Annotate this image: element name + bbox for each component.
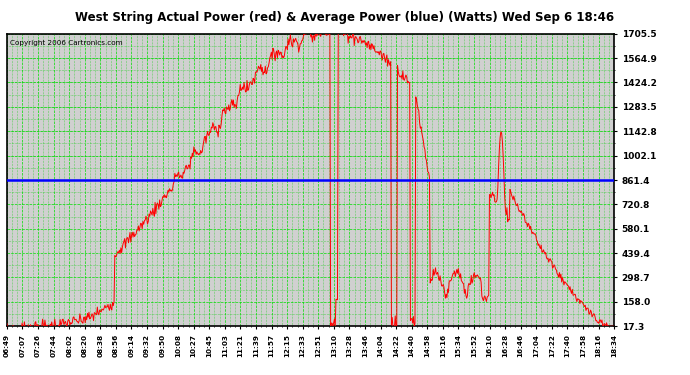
Text: Copyright 2006 Cartronics.com: Copyright 2006 Cartronics.com [10,40,123,46]
Text: West String Actual Power (red) & Average Power (blue) (Watts) Wed Sep 6 18:46: West String Actual Power (red) & Average… [75,11,615,24]
